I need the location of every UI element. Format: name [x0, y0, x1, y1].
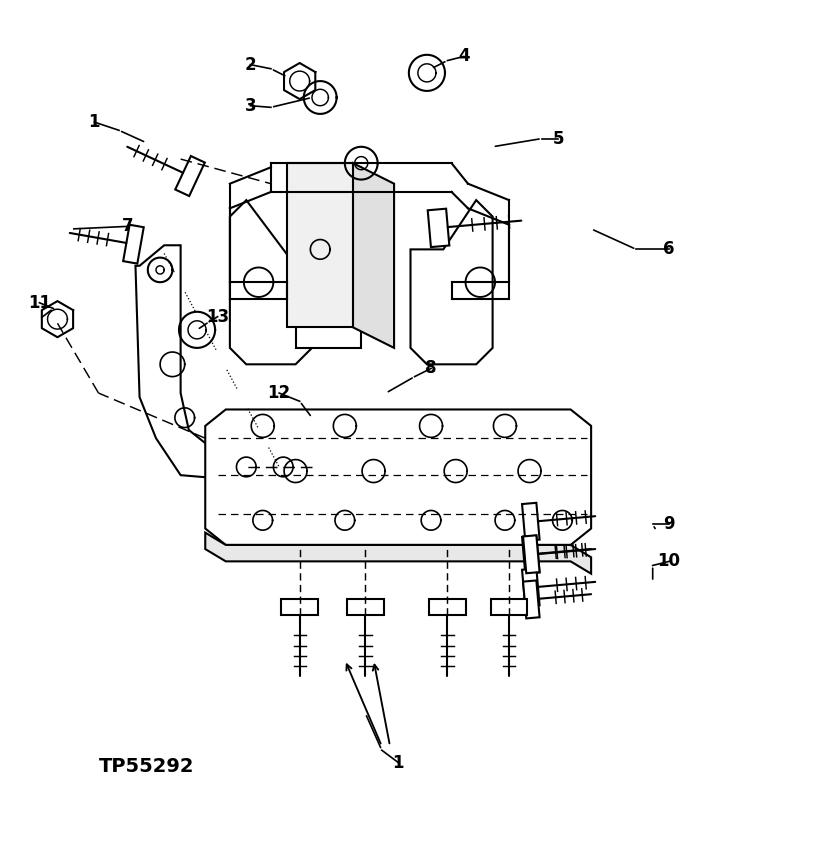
- Text: 10: 10: [658, 552, 681, 570]
- Polygon shape: [410, 200, 493, 365]
- Polygon shape: [522, 503, 539, 541]
- Text: 3: 3: [245, 96, 256, 114]
- Text: TP55292: TP55292: [99, 757, 194, 776]
- Text: 4: 4: [458, 47, 470, 65]
- Text: 7: 7: [122, 218, 133, 236]
- Polygon shape: [522, 536, 539, 574]
- Polygon shape: [428, 209, 449, 247]
- Text: 9: 9: [663, 515, 675, 533]
- Polygon shape: [523, 535, 539, 574]
- Polygon shape: [522, 568, 539, 606]
- Polygon shape: [175, 156, 204, 196]
- Polygon shape: [123, 224, 144, 264]
- Polygon shape: [287, 163, 353, 328]
- Polygon shape: [347, 599, 384, 615]
- Polygon shape: [205, 409, 591, 545]
- Polygon shape: [491, 599, 528, 615]
- Polygon shape: [135, 245, 312, 479]
- Text: 5: 5: [553, 130, 564, 148]
- Text: 12: 12: [268, 384, 291, 402]
- Polygon shape: [230, 200, 312, 365]
- Text: 1: 1: [392, 753, 404, 771]
- Polygon shape: [205, 532, 591, 574]
- Text: 11: 11: [28, 294, 51, 311]
- Polygon shape: [353, 163, 394, 348]
- Polygon shape: [281, 599, 319, 615]
- Text: 6: 6: [663, 241, 675, 258]
- Text: 13: 13: [206, 308, 229, 326]
- Text: 1: 1: [89, 114, 100, 131]
- Text: 2: 2: [245, 56, 256, 74]
- Text: 8: 8: [425, 359, 437, 378]
- Polygon shape: [523, 580, 539, 618]
- Polygon shape: [296, 168, 361, 348]
- Polygon shape: [429, 599, 466, 615]
